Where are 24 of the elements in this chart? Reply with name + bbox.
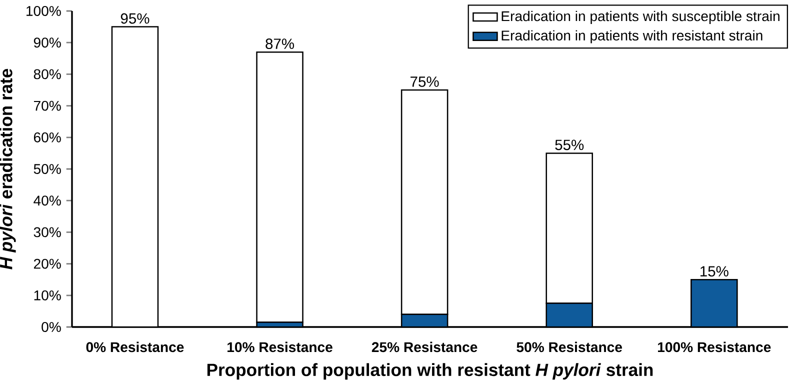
x-tick-label: 10% Resistance — [228, 342, 332, 352]
total-label: 15% — [700, 266, 728, 277]
y-tick-label: 50% — [34, 164, 61, 174]
x-tick-label: 100% Resistance — [658, 342, 771, 352]
x-tick-label: 0% Resistance — [86, 342, 184, 352]
legend-label: Eradication in patients with resistant strain — [502, 30, 762, 44]
y-tick-label: 40% — [34, 196, 61, 206]
x-tick-label: 25% Resistance — [372, 342, 478, 352]
total-label: 55% — [555, 140, 584, 150]
legend-label: Eradication in patients with susceptible strain — [502, 10, 780, 24]
x-tick-label: 50% Resistance — [516, 342, 622, 352]
y-tick-label: 100% — [26, 6, 61, 16]
y-tick-label: 90% — [34, 38, 61, 48]
x-axis-title: Proportion of population with resistant H pylori strain — [207, 363, 653, 380]
y-tick-label: 60% — [34, 132, 61, 142]
y-tick-label: 10% — [34, 290, 61, 300]
total-label: 95% — [120, 13, 150, 24]
y-tick-label: 70% — [34, 100, 61, 111]
y-tick-label: 30% — [34, 227, 61, 238]
total-label: 75% — [410, 76, 439, 87]
total-label: 87% — [266, 38, 294, 49]
y-tick-label: 20% — [34, 258, 61, 269]
y-tick-label: 0% — [42, 322, 61, 332]
y-tick-label: 80% — [34, 69, 61, 80]
